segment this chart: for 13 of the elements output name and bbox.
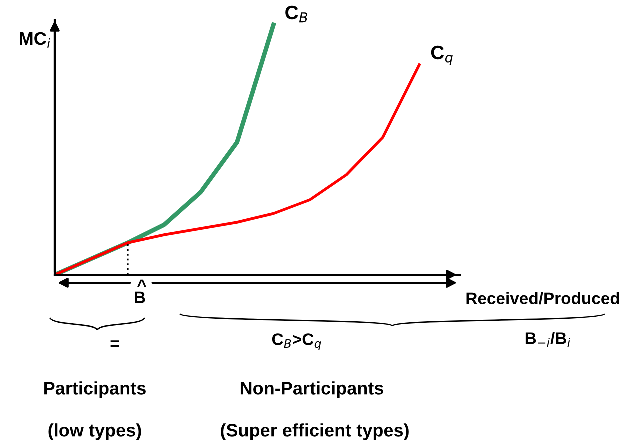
text: (low types) xyxy=(48,424,142,440)
text: C$_{B}$>C$_{q}$ xyxy=(272,334,322,350)
y-axis-title: MC$_{i}$ xyxy=(20,32,51,48)
x-axis-title: Received/Produced xyxy=(466,292,620,305)
text: B xyxy=(135,292,146,304)
text: (Super efficient types) xyxy=(221,424,409,440)
text: Participants xyxy=(44,382,146,398)
text: Non-Participants xyxy=(240,382,384,398)
text: ^ xyxy=(138,280,146,288)
series-label: C$_{B}$ xyxy=(286,6,308,23)
text: B$_{−i}$/B$_{i}$ xyxy=(526,332,571,347)
series-label: C$_{q}$ xyxy=(431,46,453,66)
text: = xyxy=(110,340,120,347)
